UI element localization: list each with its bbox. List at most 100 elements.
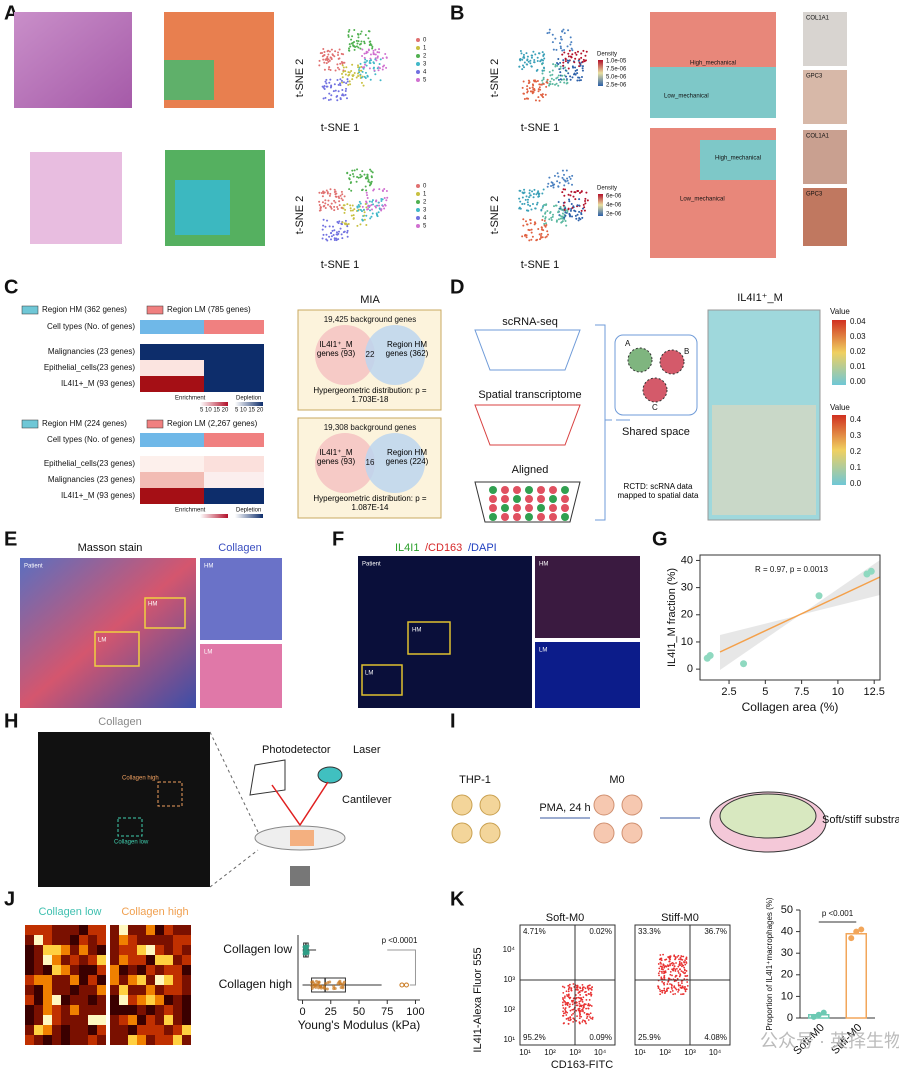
point	[325, 238, 328, 241]
point	[562, 204, 565, 207]
event	[562, 1010, 564, 1013]
point	[326, 57, 329, 60]
point	[339, 227, 342, 230]
point	[534, 207, 537, 210]
point	[526, 198, 529, 201]
legend-swatch	[416, 224, 420, 228]
point	[322, 190, 325, 193]
event	[658, 988, 661, 991]
point	[551, 82, 554, 85]
heat-cell	[25, 1005, 34, 1015]
event	[662, 964, 665, 967]
point	[324, 202, 327, 205]
point	[525, 209, 528, 212]
point	[363, 211, 366, 214]
event	[582, 1006, 585, 1009]
point	[360, 40, 363, 43]
heat-cell	[155, 945, 164, 955]
point	[566, 177, 569, 180]
point	[526, 223, 529, 226]
event	[587, 993, 590, 995]
point	[325, 78, 328, 81]
point	[559, 217, 562, 220]
venn-label: IL4I1⁺_M genes (93)	[317, 340, 355, 358]
x-tick-label: 75	[381, 1006, 393, 1018]
point	[338, 197, 341, 200]
point	[368, 200, 371, 203]
heat-cell	[164, 995, 173, 1005]
point	[580, 211, 583, 214]
point	[330, 235, 333, 238]
point	[366, 173, 369, 176]
point	[363, 214, 366, 217]
point	[328, 235, 331, 238]
cell	[140, 456, 204, 472]
panel-labels: A B C D E F G H I J K	[4, 2, 668, 910]
colorbar-label: 6e-06	[606, 194, 622, 200]
event	[582, 986, 585, 989]
point	[346, 203, 349, 206]
event	[664, 970, 667, 973]
heat-cell	[173, 975, 182, 985]
point	[321, 51, 324, 54]
point	[566, 210, 569, 213]
heat-cell	[34, 1025, 43, 1035]
event	[561, 1004, 564, 1007]
point	[568, 49, 571, 52]
point	[561, 30, 564, 33]
row-label: Malignancies (23 genes)	[48, 347, 135, 356]
event	[669, 983, 671, 985]
point	[541, 215, 544, 218]
point	[581, 69, 584, 72]
jitter	[312, 981, 316, 985]
point	[355, 39, 358, 42]
point	[364, 185, 367, 188]
point	[532, 193, 535, 196]
heat-cell	[137, 1015, 146, 1025]
panel-c: Region HM (362 genes) Region LM (785 gen…	[21, 294, 442, 519]
event	[680, 982, 683, 984]
point	[559, 214, 562, 217]
point	[348, 188, 351, 191]
event	[684, 959, 686, 962]
event	[683, 961, 686, 964]
axis-label: IL4I1-Alexa Fluor 555	[472, 947, 484, 1052]
event	[670, 962, 673, 965]
jitter	[341, 982, 345, 986]
point	[326, 219, 329, 222]
step-label: PMA, 24 h	[539, 802, 590, 814]
point	[344, 73, 347, 76]
point	[544, 216, 547, 219]
point	[529, 59, 532, 62]
spot	[513, 504, 521, 512]
event	[589, 993, 591, 996]
legend-swatch	[416, 192, 420, 196]
point	[521, 203, 524, 206]
point	[357, 64, 360, 67]
heat-cell	[164, 945, 173, 955]
heat-cell	[164, 1005, 173, 1015]
image-title: Collagen	[218, 542, 261, 554]
point	[324, 225, 327, 228]
heat-cell	[52, 985, 61, 995]
quadrant-label: 95.2%	[523, 1033, 546, 1042]
event	[666, 983, 669, 985]
region-label: High_mechanical	[715, 156, 761, 162]
point	[371, 199, 374, 202]
point	[326, 85, 329, 88]
point	[338, 57, 341, 60]
axis-label: t-SNE 1	[521, 259, 560, 271]
heat-cell	[110, 985, 119, 995]
point	[349, 83, 352, 86]
spot	[489, 495, 497, 503]
point	[343, 222, 346, 225]
point	[519, 50, 522, 53]
point	[361, 66, 364, 69]
point	[374, 53, 377, 56]
x-tick-label: 25	[325, 1006, 337, 1018]
heat-cell	[110, 955, 119, 965]
event	[671, 989, 674, 992]
panel-h: Collagen Collagen high Collagen low Phot…	[38, 716, 392, 888]
x-axis-label: Young's Modulus (kPa)	[298, 1018, 421, 1032]
heat-cell	[173, 925, 182, 935]
